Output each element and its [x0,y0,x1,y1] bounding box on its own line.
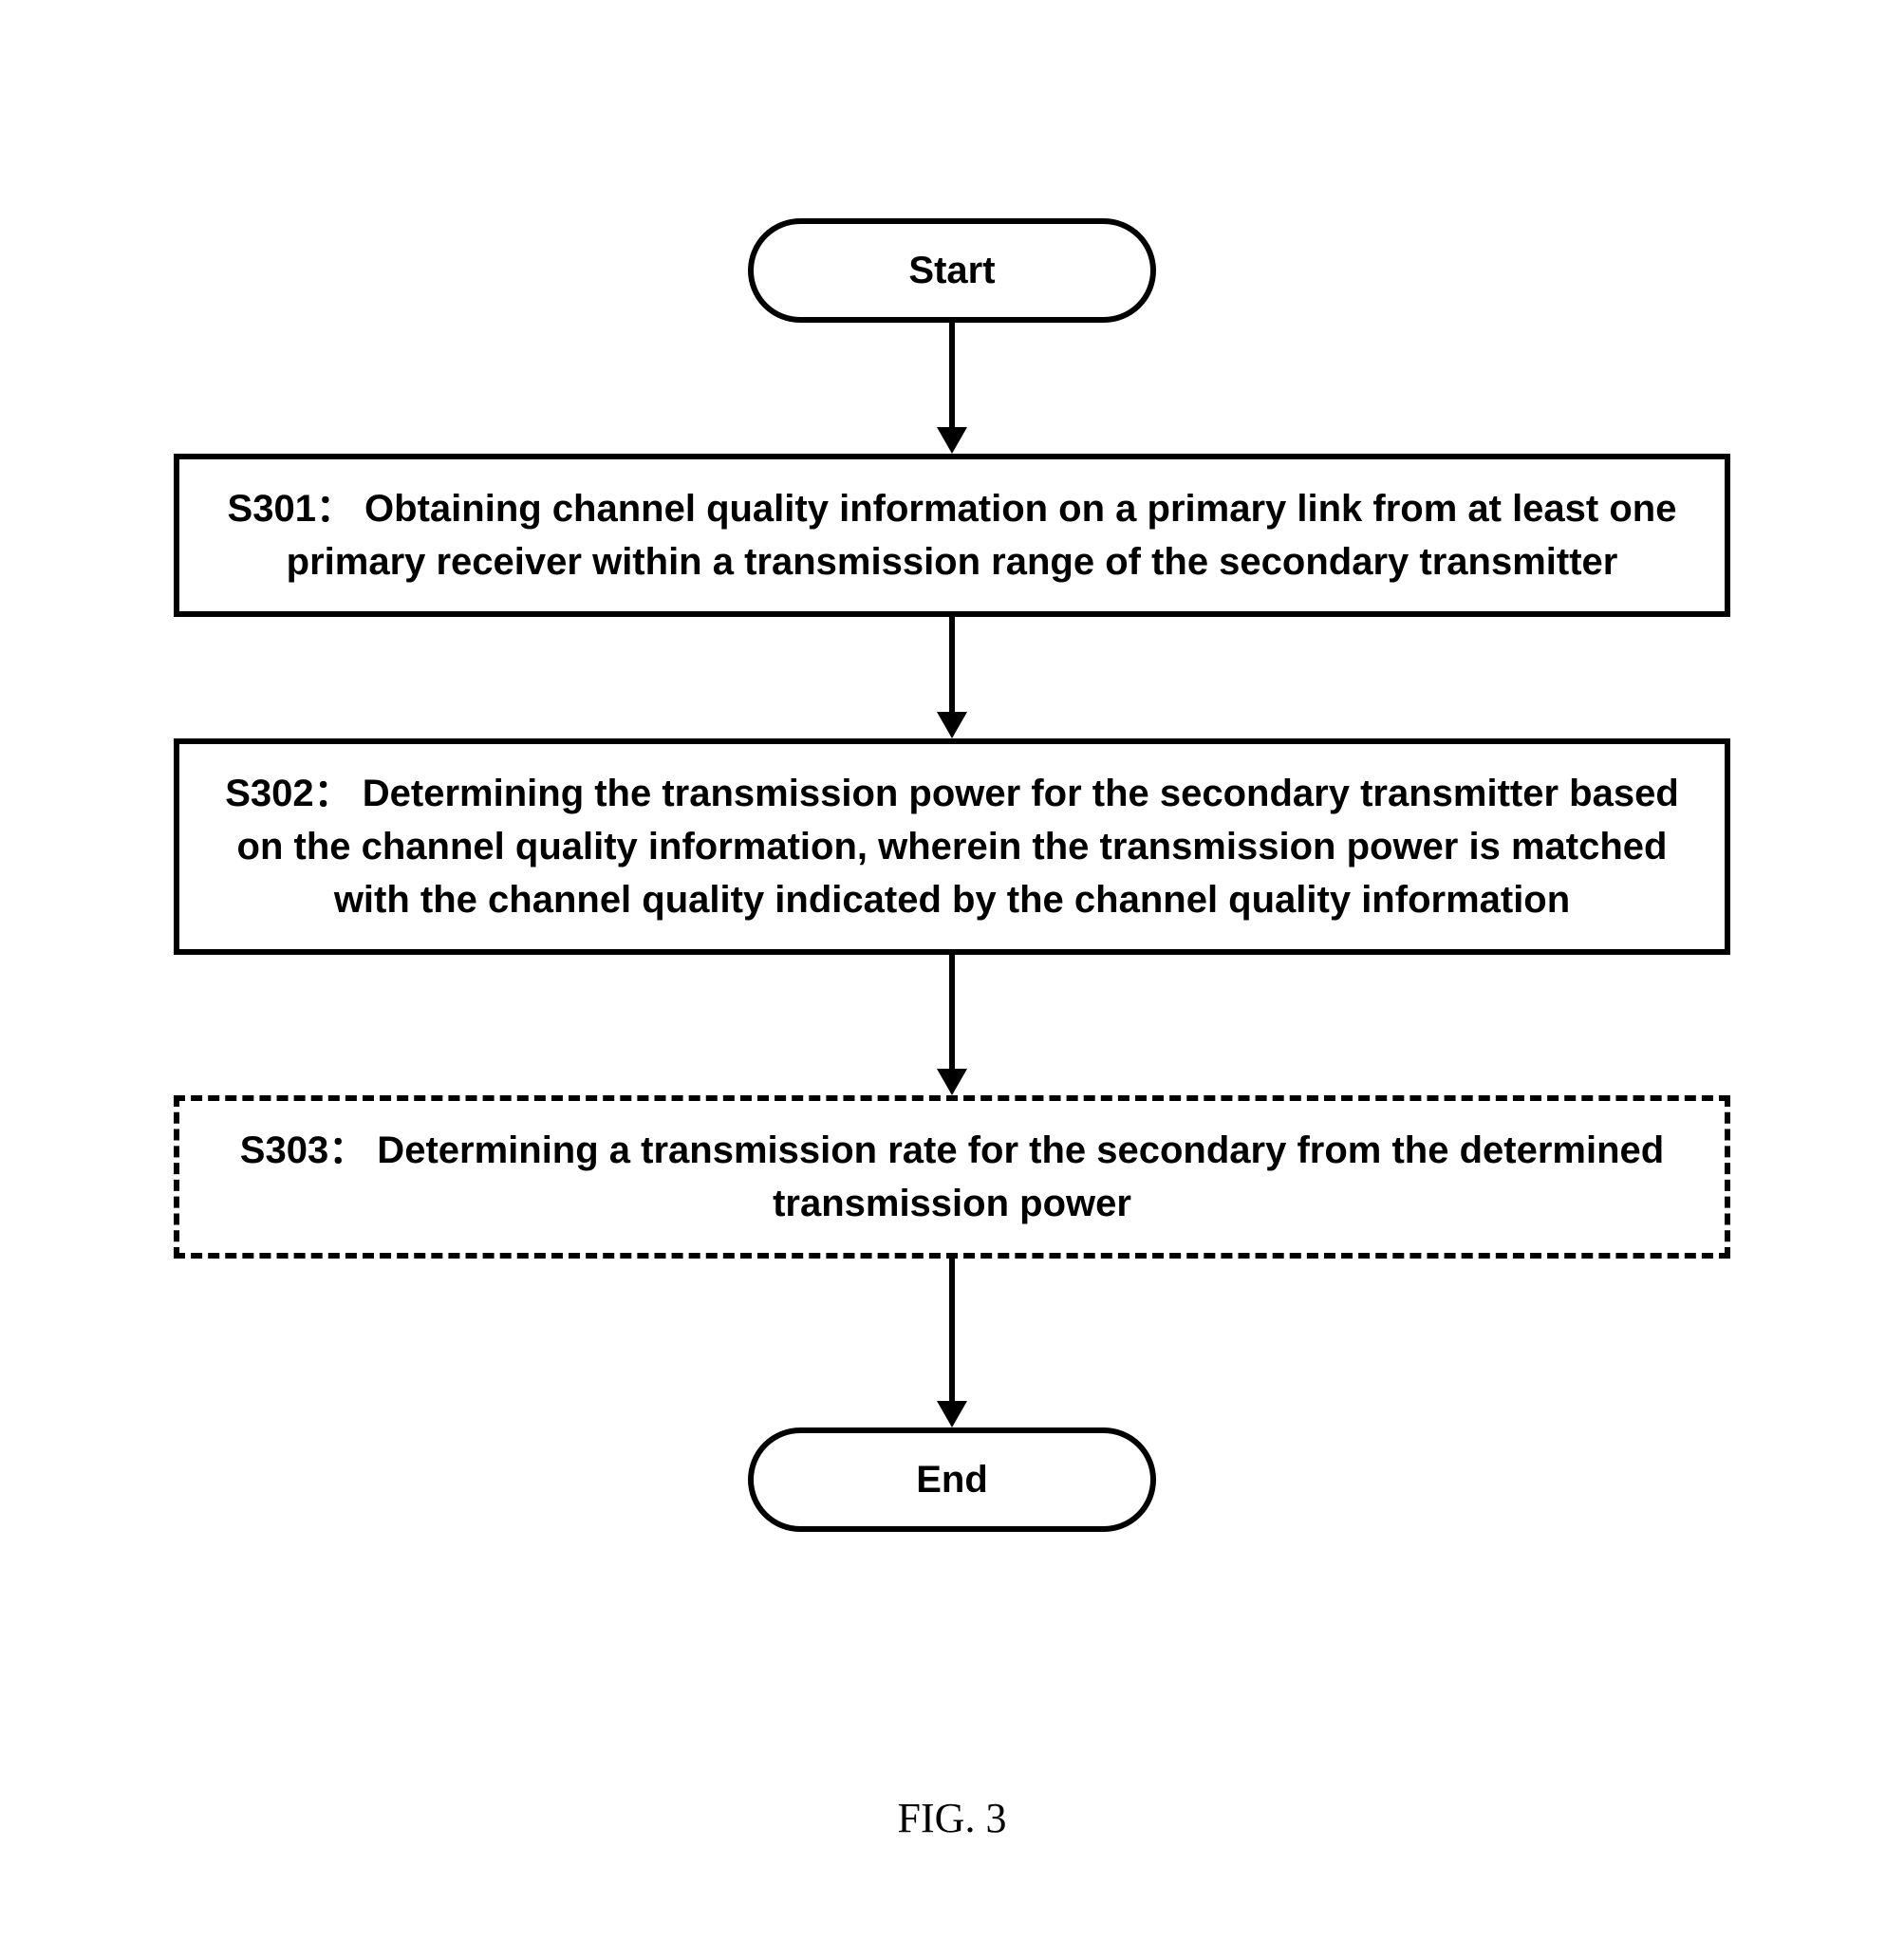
arrow-head-icon [937,427,967,454]
end-label: End [916,1459,988,1502]
s301-node: S301： Obtaining channel quality informat… [174,454,1730,617]
end-node: End [748,1427,1156,1532]
arrow-s301-s302 [937,617,967,738]
s303-node: S303： Determining a transmission rate fo… [174,1095,1730,1259]
start-node: Start [748,218,1156,323]
arrow-head-icon [937,1069,967,1095]
figure-caption: FIG. 3 [898,1794,1007,1842]
arrow-line [949,323,955,427]
arrow-head-icon [937,1401,967,1427]
arrow-line [949,1259,955,1401]
arrow-line [949,617,955,712]
arrow-s302-s303 [937,955,967,1095]
s301-label: S301： Obtaining channel quality informat… [217,482,1687,588]
arrow-s303-end [937,1259,967,1427]
arrow-head-icon [937,712,967,738]
arrow-line [949,955,955,1069]
start-label: Start [908,250,995,292]
flowchart-container: Start S301： Obtaining channel quality in… [174,218,1730,1532]
s303-label: S303： Determining a transmission rate fo… [217,1124,1687,1230]
s302-node: S302： Determining the transmission power… [174,738,1730,955]
s302-label: S302： Determining the transmission power… [217,767,1687,926]
arrow-start-s301 [937,323,967,454]
